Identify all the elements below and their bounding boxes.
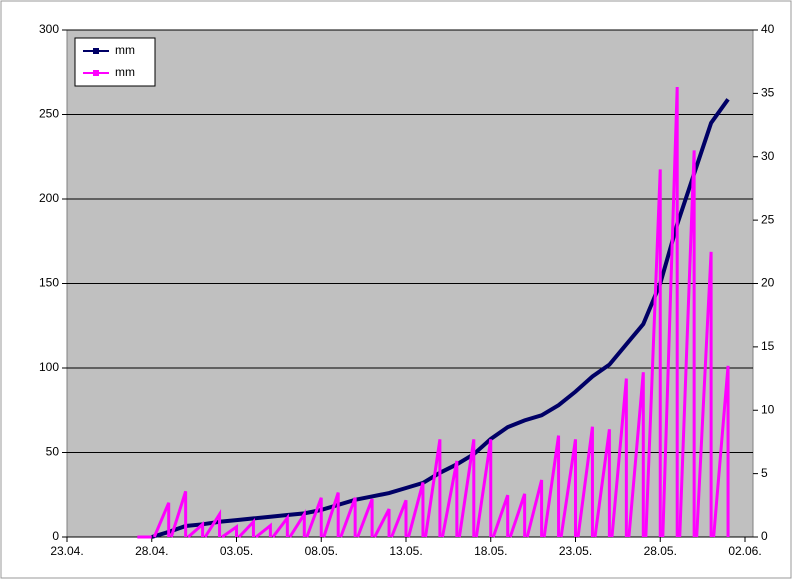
daily-sawtooth [356,498,374,538]
legend-label: mm [115,65,135,79]
y2-tick-label: 35 [761,86,775,100]
y2-tick-label: 30 [761,149,775,163]
daily-sawtooth [559,439,577,538]
x-tick-label: 18.05. [474,544,507,558]
daily-sawtooth [457,439,476,538]
daily-sawtooth [661,86,679,538]
daily-sawtooth [525,479,544,538]
y-tick-label: 100 [39,360,59,374]
daily-sawtooth [322,492,340,538]
daily-sawtooth [644,169,662,538]
y2-tick-label: 20 [761,276,775,290]
daily-sawtooth [203,509,222,538]
daily-sawtooth [187,521,205,539]
x-tick-label: 02.06. [728,544,761,558]
y2-tick-label: 15 [761,339,775,353]
daily-sawtooth [221,523,238,539]
daily-sawtooth [152,502,171,538]
daily-sawtooth [255,522,272,539]
x-tick-label: 28.05. [644,544,677,558]
daily-sawtooth [339,497,357,538]
x-tick-label: 13.05. [389,544,422,558]
y2-tick-label: 25 [761,212,775,226]
legend-label: mm [115,43,135,57]
daily-sawtooth [491,494,510,538]
daily-sawtooth [576,426,594,538]
x-tick-label: 23.05. [559,544,592,558]
y-tick-label: 250 [39,107,59,121]
daily-sawtooth [593,429,611,538]
daily-sawtooth [271,513,289,538]
daily-sawtooth [474,439,493,538]
legend-marker [93,48,99,54]
daily-sawtooth [407,482,425,538]
y2-tick-label: 0 [761,529,768,543]
daily-sawtooth [627,372,645,538]
x-tick-label: 03.05. [220,544,253,558]
daily-sawtooth [695,251,713,538]
y2-tick-label: 5 [761,466,768,480]
daily-sawtooth [440,460,459,538]
x-tick-label: 08.05. [305,544,338,558]
daily-sawtooth [305,497,323,538]
daily-sawtooth [712,365,730,538]
daily-sawtooth [237,518,255,539]
daily-sawtooth [678,150,696,538]
y-tick-label: 50 [46,445,60,459]
x-tick-label: 23.04. [50,544,83,558]
y-tick-label: 150 [39,276,59,290]
legend-marker [93,70,99,76]
x-tick-label: 28.04. [135,544,168,558]
daily-sawtooth [288,509,306,538]
daily-sawtooth [508,493,527,538]
y2-tick-label: 40 [761,22,775,36]
y-tick-label: 300 [39,22,59,36]
legend-box [74,37,156,87]
daily-sawtooth [373,508,391,538]
y-tick-label: 200 [39,191,59,205]
daily-sawtooth [169,490,188,538]
y2-tick-label: 10 [761,402,775,416]
daily-sawtooth [610,378,628,538]
daily-sawtooth [390,499,408,538]
y-tick-label: 0 [52,529,59,543]
daily-sawtooth [542,435,561,538]
daily-sawtooth [424,439,442,538]
